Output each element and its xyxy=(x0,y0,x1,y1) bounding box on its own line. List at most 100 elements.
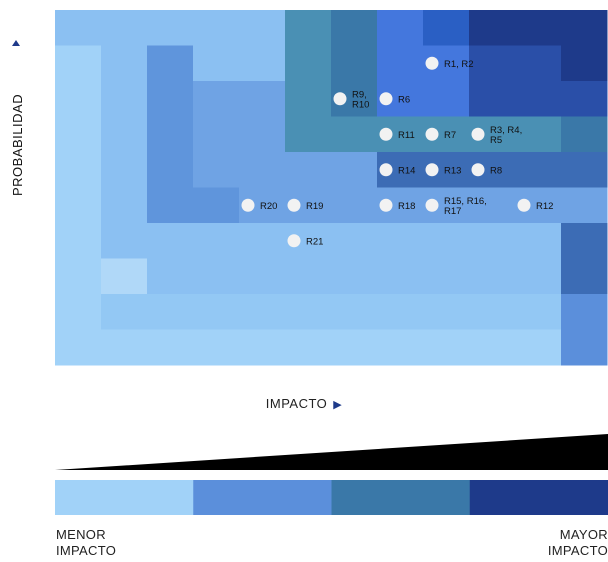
heatmap-cell xyxy=(55,187,102,224)
risk-points: R1, R2 R9,R10 R6 R11 R7 R3, R4,R5 R14 R13 R8 R20 R… xyxy=(241,56,553,248)
heatmap-cell xyxy=(147,152,194,188)
heatmap-cell xyxy=(331,294,378,330)
impact-wedge xyxy=(55,434,608,470)
heatmap-cell xyxy=(55,258,102,295)
risk-point-label: R17 xyxy=(444,206,461,217)
heatmap-cell xyxy=(55,223,102,259)
risk-point: R18 xyxy=(379,198,415,212)
legend-min-label: MENOR IMPACTO xyxy=(56,527,116,559)
heatmap-cell xyxy=(561,116,608,153)
heatmap-cell xyxy=(147,294,194,330)
heatmap-cell xyxy=(561,223,608,259)
heatmap-cell xyxy=(101,294,148,330)
risk-point: R7 xyxy=(425,127,456,141)
heatmap-cell xyxy=(469,294,516,330)
heatmap-cell xyxy=(423,258,470,295)
risk-point: R6 xyxy=(379,92,410,106)
heatmap-cell xyxy=(101,81,148,117)
risk-point-label: R18 xyxy=(398,201,415,212)
legend-max-label: MAYOR IMPACTO xyxy=(548,527,608,559)
heatmap-cell xyxy=(285,258,332,295)
heatmap-cell xyxy=(515,294,562,330)
risk-point-label: R12 xyxy=(536,201,553,212)
heatmap-cell xyxy=(561,10,608,46)
risk-point-marker xyxy=(379,163,393,177)
risk-point-label: R15, R16, xyxy=(444,196,487,207)
risk-point-label: R9, xyxy=(352,89,367,100)
risk-point-marker xyxy=(379,198,393,212)
heatmap-cell xyxy=(55,10,102,46)
heatmap-cell xyxy=(561,294,608,330)
heatmap-cell xyxy=(561,45,608,82)
heatmap-cell xyxy=(285,81,332,117)
risk-point-marker xyxy=(379,127,393,141)
heatmap-cell xyxy=(193,45,240,82)
heatmap-cell xyxy=(423,294,470,330)
heatmap-cell xyxy=(239,10,286,46)
heatmap-cell xyxy=(101,10,148,46)
risk-point-label: R21 xyxy=(306,236,323,247)
heatmap-cell xyxy=(193,187,240,224)
heatmap-cell xyxy=(515,116,562,153)
heatmap-cell xyxy=(515,10,562,46)
heatmap-cell xyxy=(423,329,470,366)
heatmap-cell xyxy=(55,329,102,366)
y-axis-label-text: PROBABILIDAD xyxy=(10,94,25,196)
risk-point-label: R5 xyxy=(490,135,502,146)
risk-point-marker xyxy=(241,198,255,212)
heatmap-cell xyxy=(55,294,102,330)
risk-point-marker xyxy=(425,198,439,212)
risk-point-marker xyxy=(425,56,439,70)
legend-max-line: MAYOR xyxy=(559,527,608,542)
heatmap-cell xyxy=(193,116,240,153)
heatmap-cell xyxy=(331,187,378,224)
heatmap-cell xyxy=(561,187,608,224)
heatmap-cell xyxy=(193,152,240,188)
heatmap-cell xyxy=(147,81,194,117)
heatmap-cell xyxy=(147,329,194,366)
heatmap-cell xyxy=(239,223,286,259)
heatmap-cell xyxy=(469,223,516,259)
risk-point: R15, R16,R17 xyxy=(425,196,487,217)
heatmap-cell xyxy=(239,258,286,295)
color-legend-bar xyxy=(55,480,608,515)
heatmap-cell xyxy=(377,10,424,46)
risk-point: R14 xyxy=(379,163,415,177)
heatmap-cell xyxy=(239,45,286,82)
heatmap-cell xyxy=(101,258,148,295)
risk-point: R11 xyxy=(379,127,415,141)
heatmap-cells xyxy=(55,10,608,366)
heatmap-cell xyxy=(515,152,562,188)
risk-point-marker xyxy=(471,127,485,141)
risk-point-marker xyxy=(517,198,531,212)
risk-point-label: R11 xyxy=(398,130,415,141)
x-axis-label: IMPACTO ▶ xyxy=(0,396,608,411)
risk-point-label: R6 xyxy=(398,94,410,105)
risk-point-label: R14 xyxy=(398,165,415,176)
heatmap-cell xyxy=(285,116,332,153)
heatmap-cell xyxy=(331,116,378,153)
risk-point: R13 xyxy=(425,163,461,177)
heatmap-cell xyxy=(331,152,378,188)
heatmap-cell xyxy=(377,329,424,366)
risk-point-marker xyxy=(287,234,301,248)
legend-swatch xyxy=(469,480,608,515)
heatmap-cell xyxy=(239,294,286,330)
heatmap-cell xyxy=(193,329,240,366)
heatmap-cell xyxy=(423,10,470,46)
y-axis-arrow-icon xyxy=(12,40,20,46)
heatmap-cell xyxy=(469,10,516,46)
heatmap-cell xyxy=(239,116,286,153)
y-axis-label: PROBABILIDAD xyxy=(2,20,30,200)
heatmap-cell xyxy=(423,223,470,259)
heatmap-cell xyxy=(55,45,102,82)
heatmap-cell xyxy=(285,10,332,46)
legend-swatch xyxy=(193,480,332,515)
heatmap-cell xyxy=(55,152,102,188)
risk-point: R3, R4,R5 xyxy=(471,125,522,146)
heatmap-cell xyxy=(147,223,194,259)
heatmap-cell xyxy=(101,45,148,82)
heatmap-cell xyxy=(147,116,194,153)
x-axis-label-text: IMPACTO xyxy=(265,396,328,411)
risk-point: R19 xyxy=(287,198,323,212)
